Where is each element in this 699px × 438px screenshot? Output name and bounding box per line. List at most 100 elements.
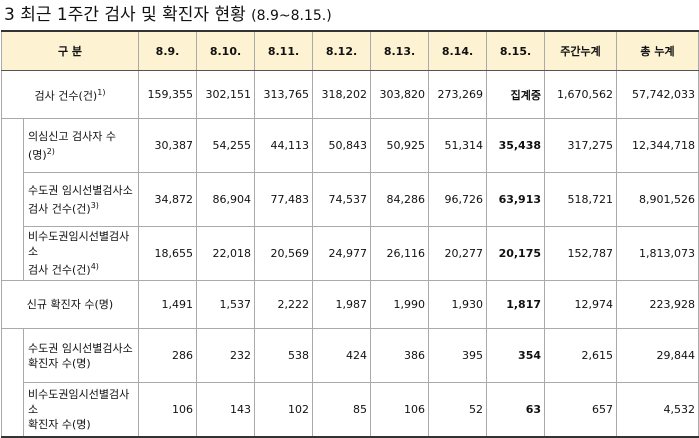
header-cell: 총 누계 [616, 30, 699, 71]
value-cell: 35,438 [486, 118, 546, 173]
sub-row: 수도권 임시선별검사소 검사 건수(건)3) 34,872 86,904 77,483 7… [2, 172, 699, 227]
sub-row: 의심신고 검사자 수 (명)2) 30,387 54,255 44,113 50,843 5… [1, 118, 699, 281]
value-cell: 538 [254, 328, 314, 383]
header-row: 구 분 8.9. 8.10. 8.11. 8.12. 8.13. 8.14. 8.15. 주간누… [0, 30, 699, 71]
header-cell: 8.13. [370, 30, 430, 71]
value-cell: 317,275 [544, 118, 618, 173]
value-cell: 1,537 [196, 280, 256, 329]
title-text: 3 최근 1주간 검사 및 확진자 현황 [4, 5, 246, 25]
value-cell: 223,928 [616, 280, 699, 329]
row-label-line: (명) [28, 148, 47, 162]
value-cell: 318,202 [312, 70, 372, 119]
value-cell: 313,765 [254, 70, 314, 119]
value-cell: 54,255 [196, 118, 256, 173]
row-label: 비수도권임시선별검사소 검사 건수(건)4) [22, 226, 140, 281]
table-body: 검사 건수(건)1) 159,355 302,151 313,765 318,202 30… [0, 70, 699, 438]
value-cell: 273,269 [428, 70, 488, 119]
title-period: (8.9~8.15.) [251, 8, 332, 24]
sub-row: 비수도권임시선별검사소 검사 건수(건)4) 18,655 22,018 20,569 2… [2, 226, 699, 281]
header-cell: 8.11. [254, 30, 314, 71]
value-cell: 8,901,526 [616, 172, 699, 227]
footnote-mark: 3) [90, 200, 99, 210]
value-cell: 1,817 [486, 280, 546, 329]
value-cell: 29,844 [616, 328, 699, 383]
value-cell: 424 [312, 328, 372, 383]
row-label-line: 검사 건수(건) [28, 202, 91, 216]
value-cell: 1,990 [370, 280, 430, 329]
status-table: 구 분 8.9. 8.10. 8.11. 8.12. 8.13. 8.14. 8.15. 주간누… [0, 30, 699, 438]
value-cell: 24,977 [312, 226, 372, 281]
value-cell: 20,569 [254, 226, 314, 281]
row-label-line: 신규 확진자 수(명) [26, 298, 114, 311]
header-cell: 주간누계 [544, 30, 618, 71]
header-cell: 8.9. [138, 30, 198, 71]
row-label-line: 검사 건수(건) [34, 89, 98, 103]
value-cell: 20,175 [486, 226, 546, 281]
row-label-line: 수도권 임시선별검사소 [28, 341, 133, 355]
header-cell: 구 분 [0, 30, 140, 71]
row-label: 검사 건수(건)1) [0, 70, 140, 119]
value-cell: 159,355 [138, 70, 198, 119]
header-cell: 8.14. [428, 30, 488, 71]
value-cell: 302,151 [196, 70, 256, 119]
value-cell: 102 [254, 382, 314, 438]
header-cell: 8.10. [196, 30, 256, 71]
value-cell: 152,787 [544, 226, 618, 281]
value-cell: 106 [370, 382, 430, 438]
value-cell: 22,018 [196, 226, 256, 281]
footnote-mark: 2) [46, 146, 55, 156]
row-label-line: 확진자 수(명) [28, 356, 91, 370]
row-label: 의심신고 검사자 수 (명)2) [22, 118, 140, 173]
header-cell: 8.12. [312, 30, 372, 71]
group-row: 검사 건수(건)1) 159,355 302,151 313,765 318,202 30… [0, 70, 699, 119]
value-cell: 96,726 [428, 172, 488, 227]
value-cell: 30,387 [138, 118, 198, 173]
value-cell: 395 [428, 328, 488, 383]
value-cell: 518,721 [544, 172, 618, 227]
value-cell: 57,742,033 [616, 70, 699, 119]
row-label-line: 비수도권임시선별검사소 [28, 388, 130, 416]
indent-cell [1, 118, 24, 281]
value-cell: 20,277 [428, 226, 488, 281]
value-cell: 286 [138, 328, 198, 383]
value-cell: 1,670,562 [544, 70, 618, 119]
value-cell: 50,843 [312, 118, 372, 173]
value-cell: 85 [312, 382, 372, 438]
value-cell: 1,987 [312, 280, 372, 329]
value-cell: 51,314 [428, 118, 488, 173]
value-cell: 232 [196, 328, 256, 383]
value-cell: 86,904 [196, 172, 256, 227]
row-label: 수도권 임시선별검사소 확진자 수(명) [22, 328, 140, 383]
value-cell: 1,813,073 [616, 226, 699, 281]
value-cell: 12,974 [544, 280, 618, 329]
value-cell: 63 [486, 382, 546, 438]
row-label-line: 검사 건수(건) [28, 263, 91, 277]
title: 3 최근 1주간 검사 및 확진자 현황 (8.9~8.15.) [0, 0, 699, 30]
value-cell: 84,286 [370, 172, 430, 227]
value-cell: 354 [486, 328, 546, 383]
value-cell: 106 [138, 382, 198, 438]
value-cell: 77,483 [254, 172, 314, 227]
value-cell: 1,491 [138, 280, 198, 329]
value-cell: 303,820 [370, 70, 430, 119]
header-cell: 8.15. [486, 30, 546, 71]
value-cell: 63,913 [486, 172, 546, 227]
value-cell: 4,532 [616, 382, 699, 438]
value-cell: 26,116 [370, 226, 430, 281]
row-label-line: 확진자 수(명) [28, 418, 91, 431]
value-cell: 52 [428, 382, 488, 438]
value-cell: 집계중 [486, 70, 546, 119]
value-cell: 50,925 [370, 118, 430, 173]
row-label-line: 비수도권임시선별검사소 [28, 230, 130, 259]
footnote-mark: 1) [97, 88, 106, 98]
row-label-line: 수도권 임시선별검사소 [28, 183, 133, 197]
value-cell: 2,615 [544, 328, 618, 383]
value-cell: 2,222 [254, 280, 314, 329]
indent-cell [1, 328, 24, 438]
sub-row: 비수도권임시선별검사소 확진자 수(명) 106 143 102 85 106 52 63 657… [2, 382, 699, 438]
value-cell: 44,113 [254, 118, 314, 173]
value-cell: 386 [370, 328, 430, 383]
value-cell: 657 [544, 382, 618, 438]
